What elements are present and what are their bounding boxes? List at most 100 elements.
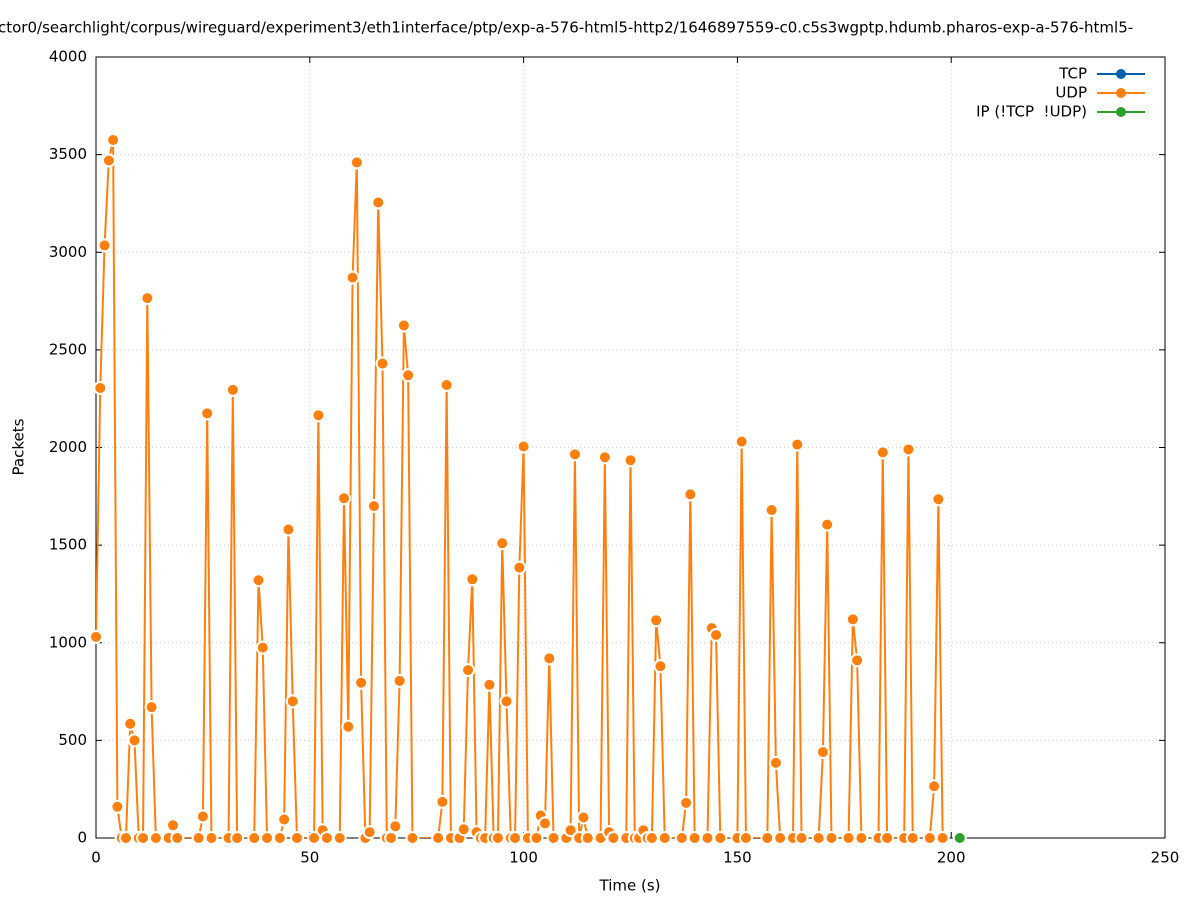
data-point <box>674 831 689 845</box>
series-line <box>96 139 944 838</box>
data-point <box>764 502 779 517</box>
x-tick-label: 0 <box>91 849 101 867</box>
data-point <box>170 831 185 845</box>
data-point <box>127 733 142 748</box>
y-tick-label: 1500 <box>49 536 87 554</box>
data-point <box>931 492 946 507</box>
data-point <box>482 677 497 692</box>
data-point <box>495 536 510 551</box>
data-point <box>396 318 411 333</box>
y-tick-label: 1000 <box>49 633 87 651</box>
data-point <box>490 831 505 845</box>
data-point <box>922 831 937 845</box>
data-point <box>260 831 275 845</box>
data-point <box>499 694 514 709</box>
data-point <box>546 831 561 845</box>
plot-area <box>96 139 944 838</box>
data-point <box>191 831 206 845</box>
data-point <box>542 651 557 666</box>
data-point <box>405 831 420 845</box>
data-point <box>709 627 724 642</box>
data-point <box>341 719 356 734</box>
x-tick-label: 50 <box>300 849 319 867</box>
data-point <box>140 291 155 306</box>
data-point <box>653 659 668 674</box>
y-axis-label: Packets <box>10 418 28 475</box>
data-point <box>901 442 916 457</box>
data-point <box>461 663 476 678</box>
data-point <box>516 439 531 454</box>
data-point <box>384 831 399 845</box>
data-point <box>431 831 446 845</box>
data-point <box>285 694 300 709</box>
data-point <box>277 812 292 827</box>
data-point <box>123 716 138 731</box>
legend-marker <box>1116 88 1126 98</box>
data-point <box>952 831 967 845</box>
data-point <box>319 831 334 845</box>
data-point <box>362 825 377 840</box>
y-tick-label: 4000 <box>49 48 87 66</box>
data-point <box>644 831 659 845</box>
data-point <box>465 572 480 587</box>
data-point <box>439 378 454 393</box>
data-point <box>576 810 591 825</box>
data-point <box>106 132 121 147</box>
legend-marker <box>1116 69 1126 79</box>
data-point <box>773 831 788 845</box>
data-point <box>880 831 895 845</box>
data-point <box>272 831 287 845</box>
data-point <box>580 831 595 845</box>
data-point <box>136 831 151 845</box>
data-point <box>289 831 304 845</box>
data-point <box>101 153 116 168</box>
data-point <box>512 560 527 575</box>
data-point <box>679 795 694 810</box>
x-axis-label: Time (s) <box>599 877 661 895</box>
legend-label: TCP <box>1058 65 1087 83</box>
data-point <box>794 831 809 845</box>
data-point <box>623 453 638 468</box>
data-point <box>349 155 364 170</box>
data-point <box>734 434 749 449</box>
data-point <box>563 823 578 838</box>
legend-marker <box>1116 107 1126 117</box>
data-point <box>850 653 865 668</box>
data-point <box>93 380 108 395</box>
data-point <box>905 831 920 845</box>
data-point <box>606 831 621 845</box>
y-tick-label: 3000 <box>49 243 87 261</box>
data-point <box>144 700 159 715</box>
data-point <box>89 629 103 644</box>
data-point <box>790 437 805 452</box>
data-point <box>768 755 783 770</box>
data-point <box>255 640 270 655</box>
data-point <box>927 779 942 794</box>
data-point <box>195 809 210 824</box>
data-point <box>738 831 753 845</box>
data-point <box>435 794 450 809</box>
data-point <box>388 819 403 834</box>
data-point <box>200 406 215 421</box>
data-point <box>392 673 407 688</box>
data-point <box>820 517 835 532</box>
data-point <box>854 831 869 845</box>
data-point <box>815 745 830 760</box>
data-point <box>148 831 163 845</box>
data-point <box>345 270 360 285</box>
data-point <box>935 831 950 845</box>
data-point <box>683 487 698 502</box>
data-point <box>204 831 219 845</box>
chart-title: ctor0/searchlight/corpus/wireguard/exper… <box>0 19 1133 37</box>
x-tick-label: 100 <box>509 849 538 867</box>
data-point <box>824 831 839 845</box>
y-tick-label: 2000 <box>49 438 87 456</box>
data-point <box>225 382 240 397</box>
data-point <box>110 799 125 814</box>
data-point <box>657 831 672 845</box>
data-point <box>537 816 552 831</box>
data-point <box>508 831 523 845</box>
data-point <box>366 499 381 514</box>
data-point <box>97 238 112 253</box>
